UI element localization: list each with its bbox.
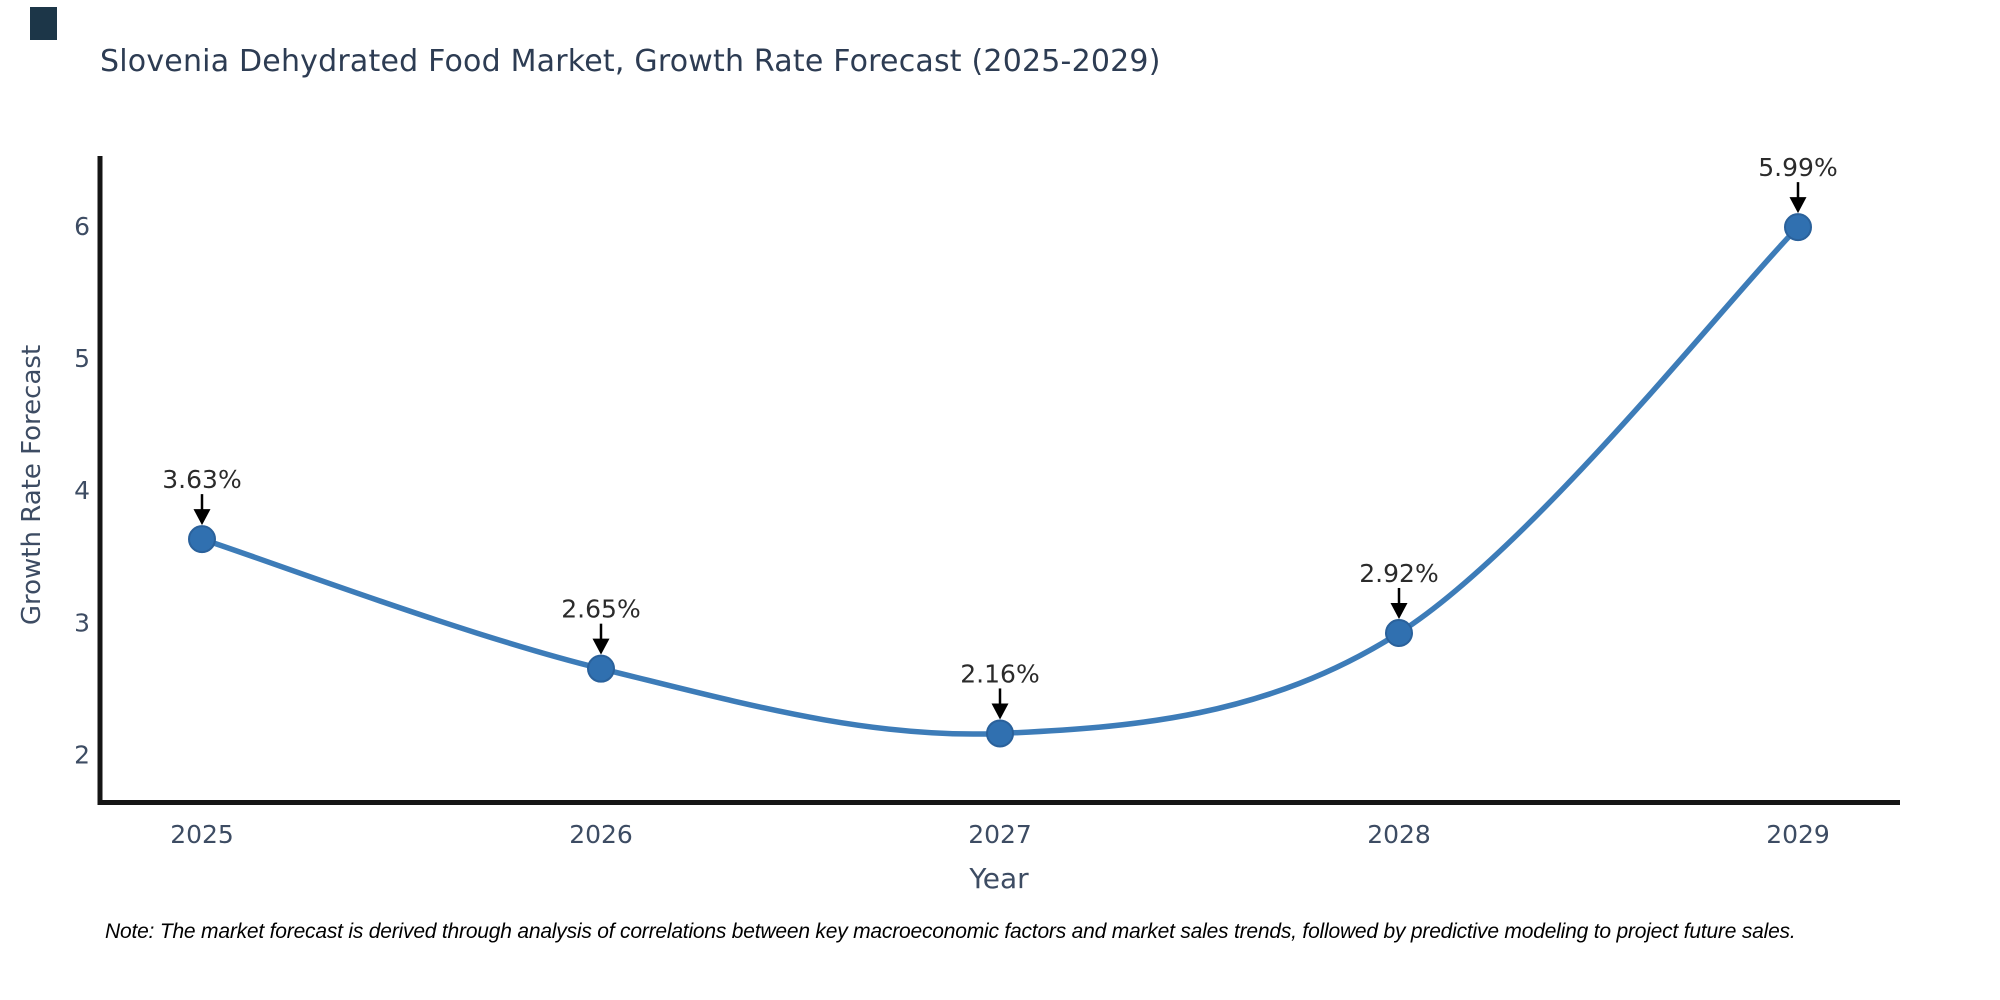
y-tick-label: 2 [74, 741, 90, 770]
brand-mark [30, 7, 57, 40]
data-point [986, 719, 1014, 748]
annotation-arrow-head [1390, 602, 1408, 619]
annotation-arrow-head [991, 703, 1009, 720]
x-axis-title: Year [969, 862, 1029, 895]
y-tick-label: 5 [74, 344, 90, 373]
y-axis-title: Growth Rate Forecast [17, 344, 47, 626]
data-point [1385, 618, 1413, 647]
y-tick-label: 4 [74, 476, 90, 505]
x-tick-label: 2029 [1766, 820, 1830, 849]
point-annotations: 3.63% 2.65% 2.16% 2.92% 5.99% [162, 153, 1838, 720]
data-point-label: 3.63% [162, 465, 241, 494]
data-point-label: 5.99% [1758, 153, 1837, 182]
y-tick-label: 3 [74, 608, 90, 637]
x-tick-labels: 2025 2026 2027 2028 2029 [170, 820, 1830, 849]
footnote: Note: The market forecast is derived thr… [105, 920, 1796, 943]
annotation-arrow-head [1789, 197, 1807, 214]
y-tick-label: 6 [74, 212, 90, 241]
chart-title: Slovenia Dehydrated Food Market, Growth … [100, 44, 1161, 79]
axes-spines [97, 156, 1900, 805]
data-series [188, 213, 1812, 748]
x-tick-label: 2026 [569, 820, 633, 849]
x-tick-label: 2025 [170, 820, 234, 849]
data-point-label: 2.65% [561, 595, 640, 624]
annotation-arrow-head [592, 638, 610, 655]
x-tick-label: 2028 [1367, 820, 1431, 849]
y-tick-labels: 2 3 4 5 6 [74, 212, 90, 770]
data-point [1784, 213, 1812, 242]
data-point-label: 2.92% [1359, 559, 1438, 588]
x-tick-label: 2027 [968, 820, 1032, 849]
data-point-label: 2.16% [960, 659, 1039, 688]
trend-line [199, 224, 1801, 737]
data-point [188, 525, 216, 554]
annotation-arrow-head [193, 509, 211, 526]
data-point [587, 654, 615, 683]
